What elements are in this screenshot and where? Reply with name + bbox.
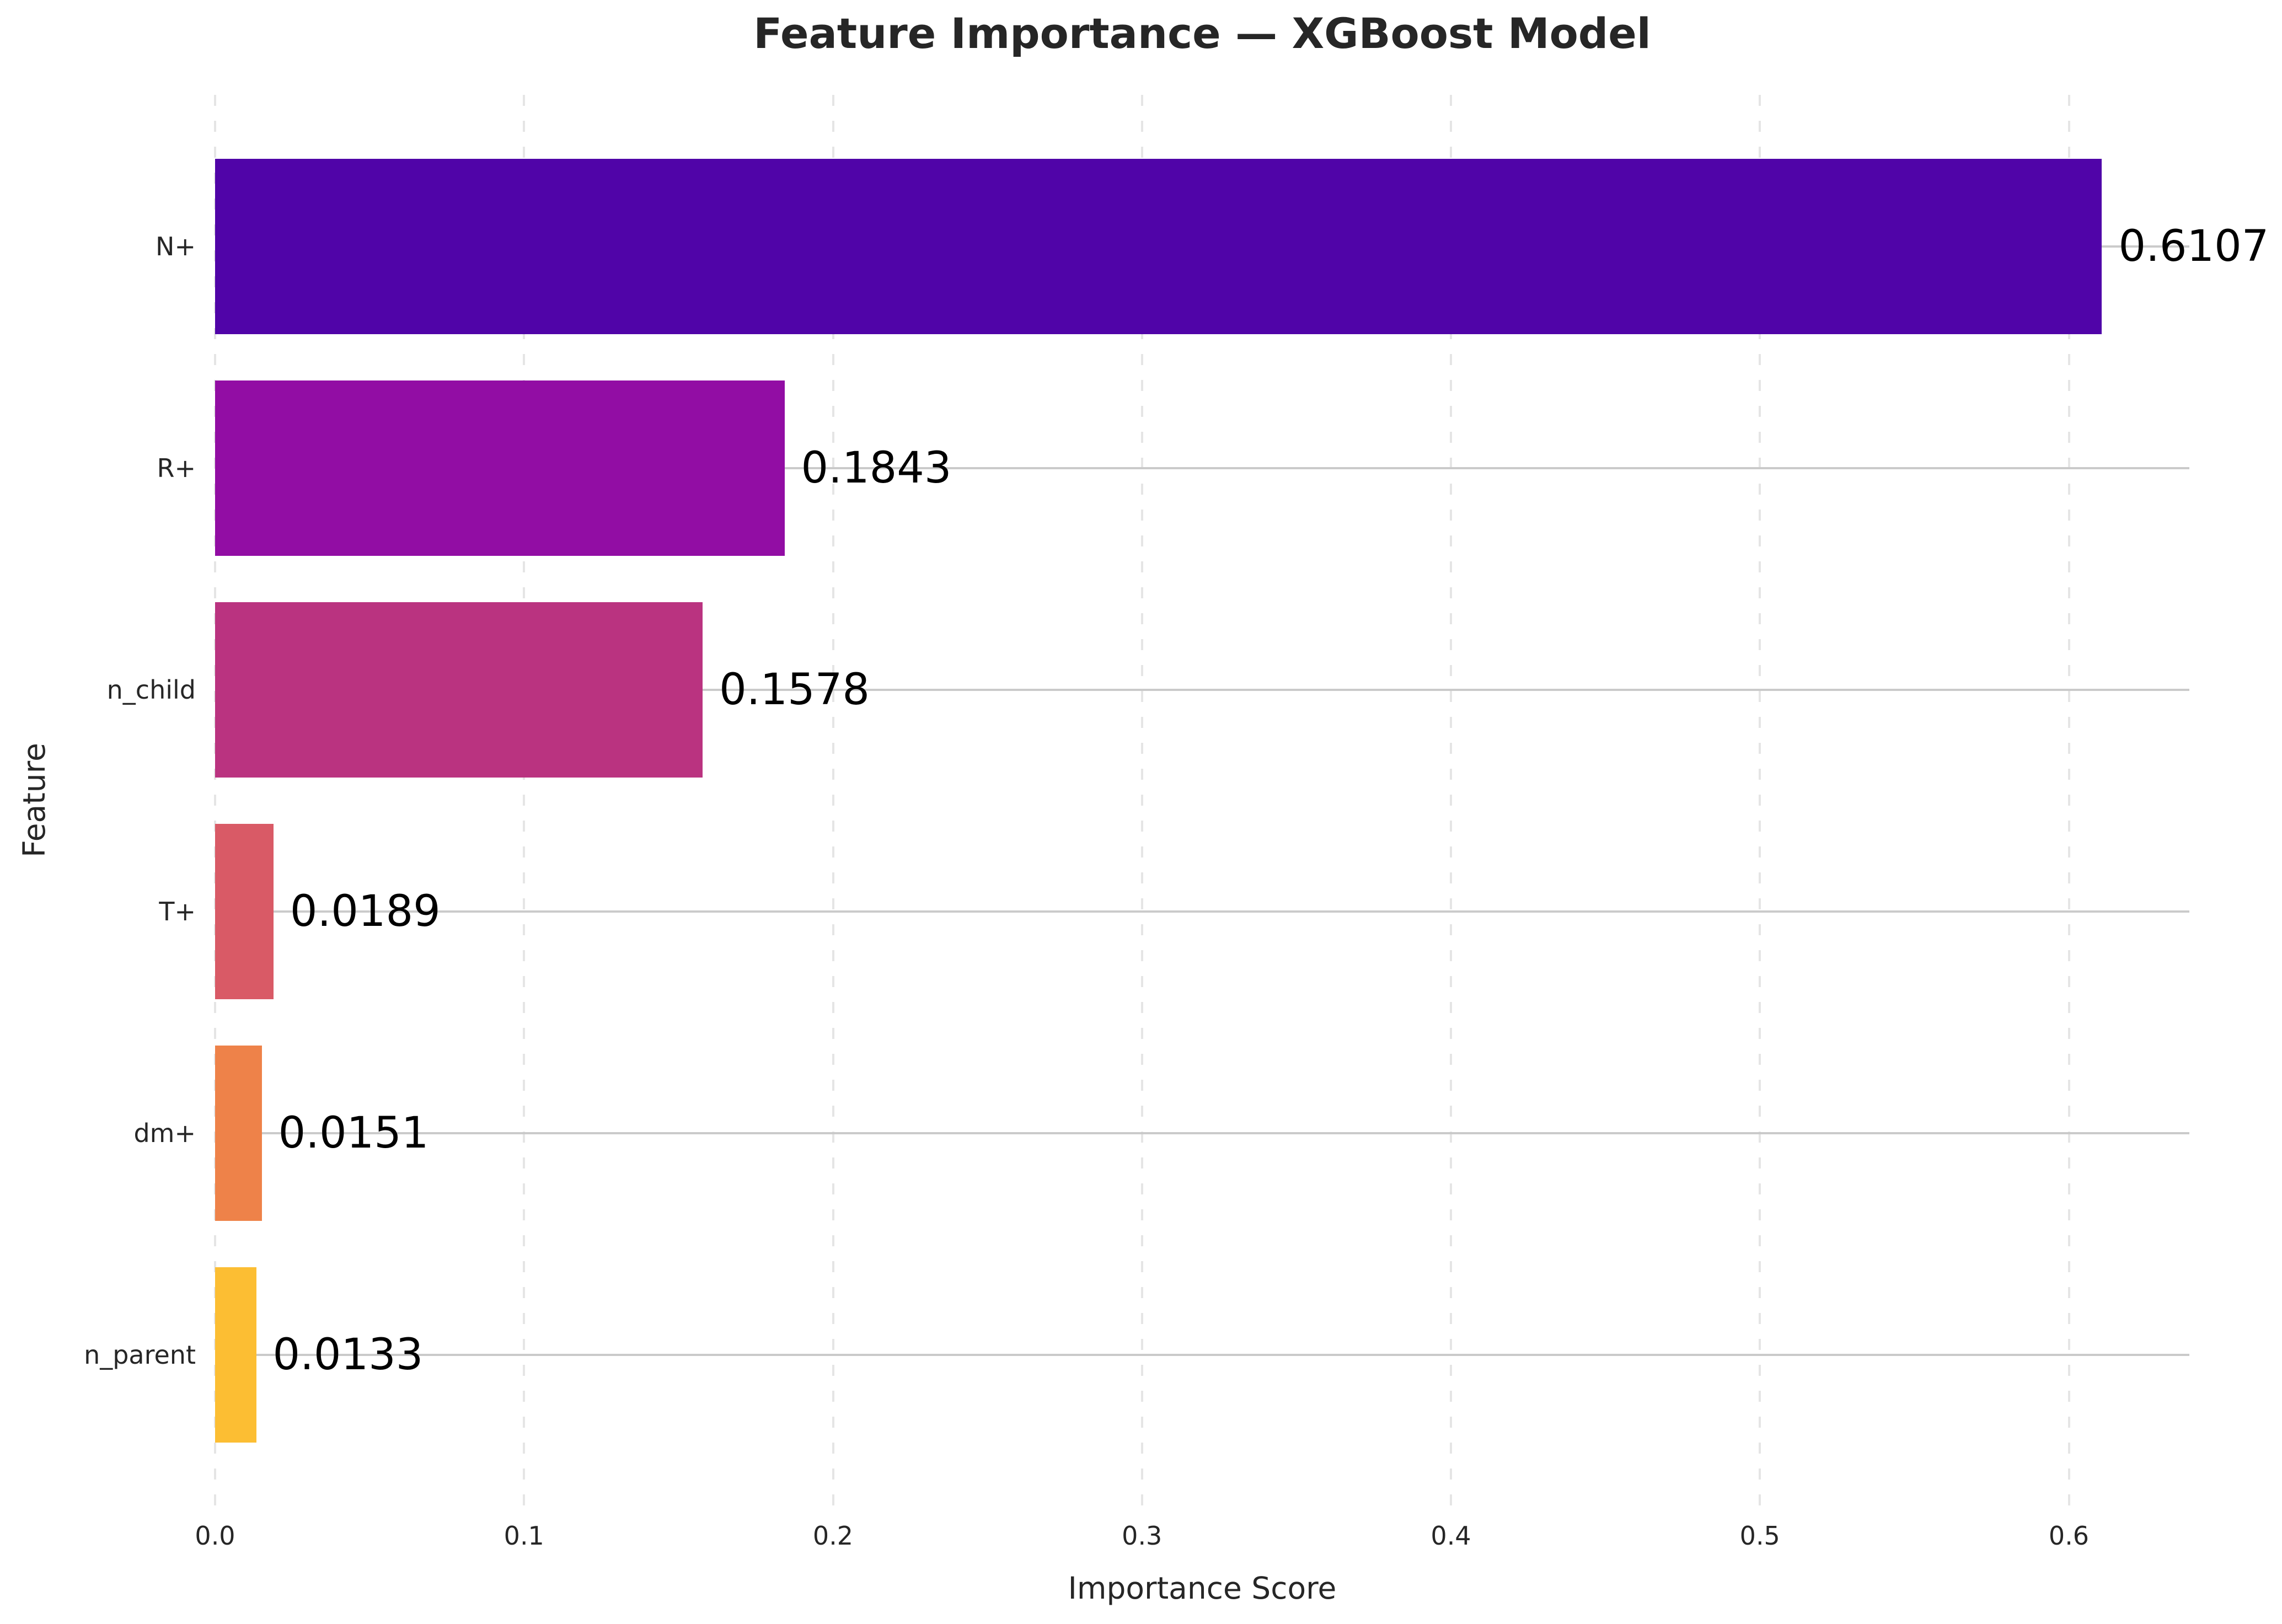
x-axis-label: Importance Score — [1068, 1571, 1337, 1606]
gridline-horizontal — [215, 910, 2189, 913]
x-tick-label: 0.0 — [195, 1521, 235, 1551]
gridline-vertical — [1450, 95, 1452, 1505]
x-tick-label: 0.1 — [503, 1521, 544, 1551]
bar-value-label: 0.0151 — [278, 1108, 429, 1158]
gridline-vertical — [832, 95, 834, 1505]
y-tick-label: dm+ — [133, 1118, 196, 1148]
bar — [215, 824, 274, 999]
gridline-horizontal — [215, 1132, 2189, 1134]
chart-title: Feature Importance — XGBoost Model — [753, 9, 1651, 58]
x-tick-label: 0.3 — [1122, 1521, 1163, 1551]
y-tick-label: n_parent — [84, 1340, 196, 1370]
gridline-horizontal — [215, 1354, 2189, 1356]
y-tick-label: N+ — [156, 232, 196, 261]
bar-value-label: 0.0189 — [290, 887, 441, 936]
bar-value-label: 0.0133 — [272, 1330, 424, 1380]
gridline-vertical — [2067, 95, 2070, 1505]
x-tick-label: 0.2 — [812, 1521, 854, 1551]
x-tick-label: 0.5 — [1739, 1521, 1780, 1551]
bar — [215, 380, 785, 556]
x-tick-label: 0.4 — [1431, 1521, 1471, 1551]
bar — [215, 1267, 256, 1443]
gridline-vertical — [523, 95, 526, 1505]
gridline-horizontal — [215, 467, 2189, 469]
bar-value-label: 0.1578 — [719, 665, 870, 715]
y-tick-label: R+ — [157, 453, 196, 483]
bar — [215, 159, 2102, 334]
y-tick-label: T+ — [159, 897, 196, 926]
bar-value-label: 0.6107 — [2118, 222, 2269, 271]
bar — [215, 1046, 262, 1221]
x-tick-label: 0.6 — [2048, 1521, 2090, 1551]
gridline-vertical — [214, 95, 216, 1505]
bar — [215, 602, 703, 778]
y-tick-label: n_child — [106, 675, 196, 705]
gridline-vertical — [1759, 95, 1761, 1505]
gridline-horizontal — [215, 689, 2189, 691]
gridline-vertical — [1140, 95, 1143, 1505]
bar-value-label: 0.1843 — [801, 443, 952, 493]
